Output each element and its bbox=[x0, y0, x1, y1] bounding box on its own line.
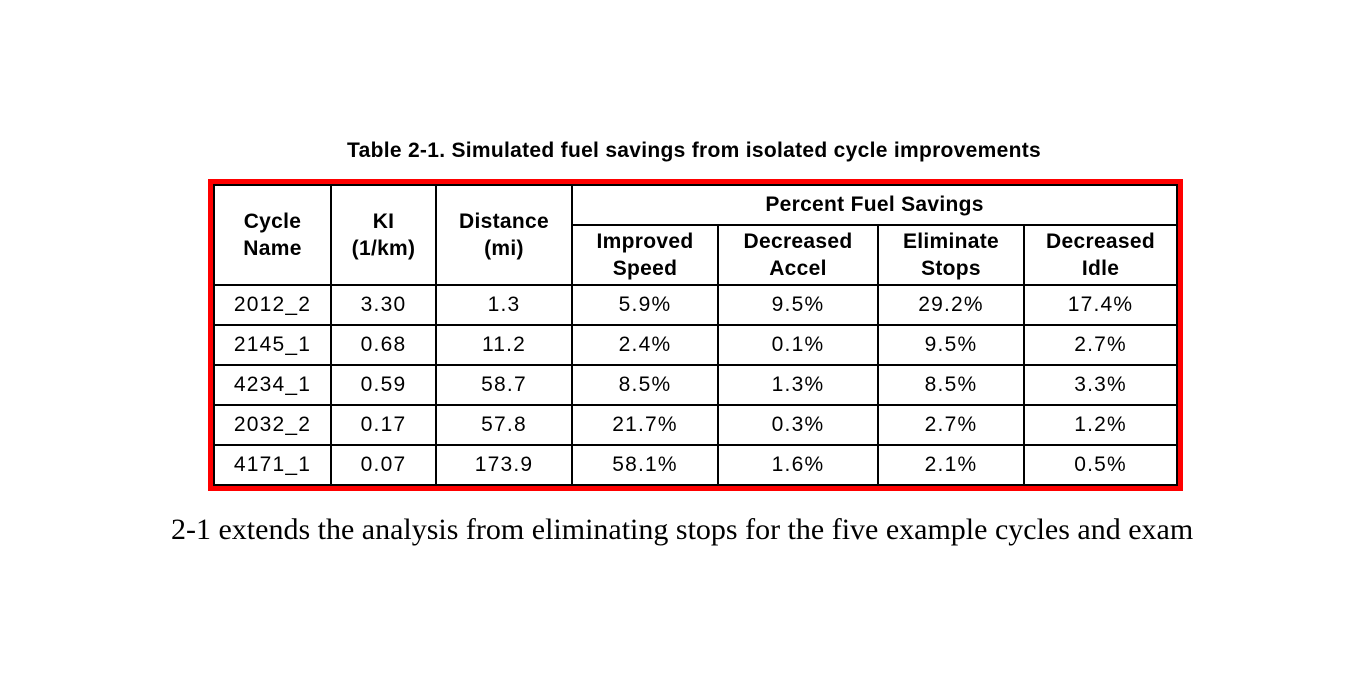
cell-distance: 58.7 bbox=[435, 364, 573, 406]
column-header-decreased-accel: Decreased Accel bbox=[717, 224, 879, 286]
cell-eliminate-stops: 9.5% bbox=[877, 324, 1025, 366]
cell-decreased-idle: 2.7% bbox=[1022, 324, 1179, 366]
cell-decreased-idle: 0.5% bbox=[1022, 444, 1179, 486]
column-header-eliminate-stops: Eliminate Stops bbox=[877, 224, 1025, 286]
cell-distance: 1.3 bbox=[435, 284, 573, 326]
table-row: 2032_2 0.17 57.8 21.7% 0.3% 2.7% 1.2% bbox=[213, 404, 1179, 446]
table-row: 4234_1 0.59 58.7 8.5% 1.3% 8.5% 3.3% bbox=[213, 364, 1179, 406]
cell-decreased-accel: 0.1% bbox=[717, 324, 879, 366]
cell-distance: 173.9 bbox=[435, 444, 573, 486]
cell-cycle-name: 4171_1 bbox=[213, 444, 332, 486]
cell-decreased-accel: 1.6% bbox=[717, 444, 879, 486]
cell-ki: 0.59 bbox=[330, 364, 437, 406]
cell-cycle-name: 4234_1 bbox=[213, 364, 332, 406]
body-text-fragment: 2-1 extends the analysis from eliminatin… bbox=[171, 513, 1194, 546]
column-header-improved-speed: Improved Speed bbox=[571, 224, 719, 286]
cell-ki: 0.07 bbox=[330, 444, 437, 486]
cell-ki: 3.30 bbox=[330, 284, 437, 326]
cell-improved-speed: 5.9% bbox=[571, 284, 719, 326]
cell-decreased-accel: 0.3% bbox=[717, 404, 879, 446]
cell-improved-speed: 58.1% bbox=[571, 444, 719, 486]
cell-eliminate-stops: 2.1% bbox=[877, 444, 1025, 486]
cell-decreased-accel: 1.3% bbox=[717, 364, 879, 406]
table-row: 4171_1 0.07 173.9 58.1% 1.6% 2.1% 0.5% bbox=[213, 444, 1179, 486]
table-row: 2012_2 3.30 1.3 5.9% 9.5% 29.2% 17.4% bbox=[213, 284, 1179, 326]
table-red-frame: Cycle Name KI (1/km) Distance (mi) Perce… bbox=[208, 179, 1184, 491]
cell-decreased-idle: 3.3% bbox=[1022, 364, 1179, 406]
cell-eliminate-stops: 2.7% bbox=[877, 404, 1025, 446]
cell-ki: 0.68 bbox=[330, 324, 437, 366]
cell-distance: 11.2 bbox=[435, 324, 573, 366]
cell-decreased-idle: 17.4% bbox=[1022, 284, 1179, 326]
cell-ki: 0.17 bbox=[330, 404, 437, 446]
column-header-cycle-name: Cycle Name bbox=[213, 184, 332, 286]
header-row-sub: Improved Speed Decreased Accel Eliminate… bbox=[214, 224, 1179, 286]
column-header-ki: KI (1/km) bbox=[330, 184, 437, 286]
column-header-distance: Distance (mi) bbox=[435, 184, 573, 286]
group-header-percent-fuel-savings: Percent Fuel Savings bbox=[570, 184, 1179, 226]
cell-decreased-accel: 9.5% bbox=[717, 284, 879, 326]
header-row-top: Cycle Name KI (1/km) Distance (mi) Perce… bbox=[213, 184, 1179, 286]
cell-cycle-name: 2012_2 bbox=[213, 284, 332, 326]
cell-cycle-name: 2032_2 bbox=[213, 404, 332, 446]
cell-improved-speed: 21.7% bbox=[571, 404, 719, 446]
cell-improved-speed: 8.5% bbox=[571, 364, 719, 406]
table-row: 2145_1 0.68 11.2 2.4% 0.1% 9.5% 2.7% bbox=[213, 324, 1179, 366]
cell-eliminate-stops: 8.5% bbox=[877, 364, 1025, 406]
cell-cycle-name: 2145_1 bbox=[213, 324, 332, 366]
table-caption: Table 2-1. Simulated fuel savings from i… bbox=[347, 139, 1041, 162]
cell-distance: 57.8 bbox=[435, 404, 573, 446]
column-header-decreased-idle: Decreased Idle bbox=[1022, 224, 1179, 286]
fuel-savings-table: Cycle Name KI (1/km) Distance (mi) Perce… bbox=[213, 184, 1179, 486]
cell-decreased-idle: 1.2% bbox=[1022, 404, 1179, 446]
cell-eliminate-stops: 29.2% bbox=[877, 284, 1025, 326]
cell-improved-speed: 2.4% bbox=[571, 324, 719, 366]
